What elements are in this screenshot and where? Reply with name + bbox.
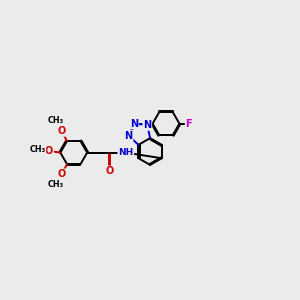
Text: CH₃: CH₃ — [29, 145, 46, 154]
Text: NH: NH — [118, 148, 134, 157]
Text: CH₃: CH₃ — [48, 116, 64, 125]
Text: N: N — [130, 118, 138, 129]
Text: O: O — [45, 146, 53, 156]
Text: O: O — [105, 167, 113, 176]
Text: O: O — [57, 169, 66, 179]
Text: N: N — [124, 131, 133, 141]
Text: N: N — [143, 120, 152, 130]
Text: CH₃: CH₃ — [48, 180, 64, 189]
Text: O: O — [57, 126, 66, 136]
Text: F: F — [186, 118, 192, 129]
